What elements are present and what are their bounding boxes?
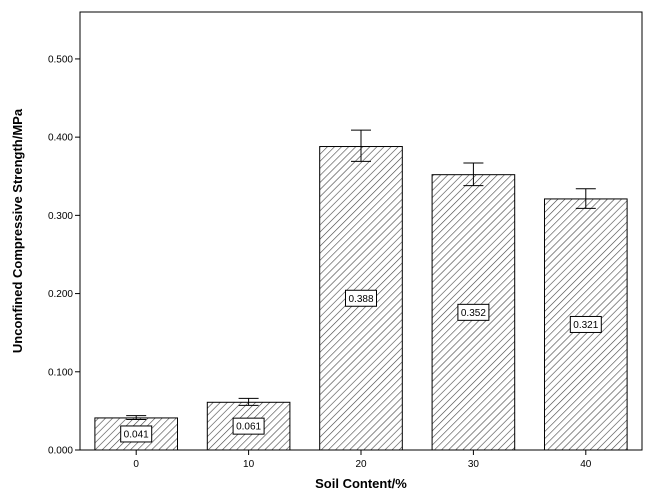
x-tick-label: 40	[580, 459, 592, 470]
x-axis-title: Soil Content/%	[315, 476, 407, 491]
data-labels-group: 0.041 0.061 0.388 0.352 0.321	[120, 289, 602, 443]
y-axis-title: Unconfined Compressive Strength/MPa	[10, 108, 25, 353]
data-label: 0.321	[573, 320, 598, 331]
error-bars-group	[126, 129, 596, 420]
y-tick-label: 0.000	[48, 446, 73, 457]
y-tick-label: 0.400	[48, 133, 73, 144]
x-tick-label: 0	[133, 459, 139, 470]
y-tick-label: 0.200	[48, 289, 73, 300]
x-tick-label: 20	[355, 459, 367, 470]
y-tick-label: 0.500	[48, 54, 73, 65]
x-tick-label: 30	[468, 459, 480, 470]
data-label: 0.352	[461, 308, 486, 319]
y-tick-label: 0.300	[48, 211, 73, 222]
data-label: 0.388	[348, 294, 373, 305]
data-label-box	[569, 315, 602, 333]
data-label-box	[457, 303, 490, 321]
data-label-box	[120, 425, 153, 443]
x-axis: 0 10 20 30 40	[133, 450, 592, 470]
data-label-box	[232, 417, 265, 435]
data-label-box	[345, 289, 377, 307]
data-label: 0.041	[124, 429, 149, 440]
x-tick-label: 10	[243, 459, 255, 470]
y-tick-label: 0.100	[48, 367, 73, 378]
data-label: 0.061	[236, 422, 261, 433]
y-axis: 0.000 0.100 0.200 0.300 0.400 0.500	[48, 54, 80, 457]
